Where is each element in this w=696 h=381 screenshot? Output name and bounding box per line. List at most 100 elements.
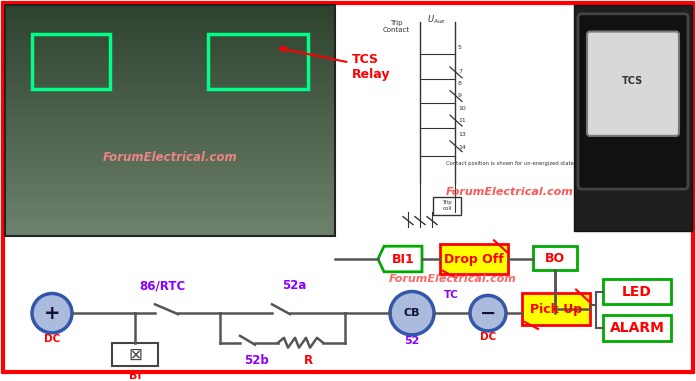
Bar (5, 24, 335, 28)
Bar (5, 56, 335, 61)
Bar (533, 246, 577, 270)
Text: 86/RTC: 86/RTC (139, 279, 185, 292)
Bar (5, 28, 335, 33)
Bar (5, 144, 335, 149)
Text: 11: 11 (458, 118, 466, 123)
Bar (5, 130, 335, 134)
Text: 10: 10 (458, 106, 466, 111)
Text: +: + (44, 304, 61, 323)
Bar (5, 74, 335, 79)
Bar (5, 162, 335, 167)
Bar (5, 213, 335, 218)
Bar (112, 343, 158, 367)
Bar (5, 158, 335, 162)
Text: 8: 8 (458, 81, 462, 86)
Bar (5, 227, 335, 232)
Text: TCS
Relay: TCS Relay (280, 47, 390, 81)
Text: BI1: BI1 (392, 253, 414, 266)
Circle shape (470, 295, 506, 331)
Bar (5, 79, 335, 84)
Bar (5, 153, 335, 158)
Bar (5, 5, 335, 10)
Text: 5: 5 (458, 45, 462, 50)
Bar (5, 176, 335, 181)
Text: TCS: TCS (622, 76, 644, 86)
Bar (5, 218, 335, 223)
Bar (5, 186, 335, 190)
Bar (5, 121, 335, 125)
Text: ForumElectrical.com: ForumElectrical.com (446, 187, 574, 197)
Text: Trip
coil: Trip coil (442, 200, 452, 211)
Text: Contact position is shown for un-energized state: Contact position is shown for un-energiz… (446, 162, 574, 166)
Text: ForumElectrical.com: ForumElectrical.com (102, 151, 237, 164)
Bar (5, 171, 335, 176)
Text: 52b: 52b (244, 354, 269, 367)
Bar (5, 19, 335, 24)
Bar (5, 134, 335, 139)
Text: LED: LED (622, 285, 652, 299)
Bar (5, 93, 335, 98)
Bar (5, 204, 335, 209)
Bar (5, 223, 335, 227)
Text: TC: TC (443, 290, 459, 301)
Text: BI: BI (129, 371, 141, 381)
Text: ALARM: ALARM (610, 321, 665, 335)
Bar (574, 5, 692, 231)
Bar (603, 315, 671, 341)
Bar (5, 51, 335, 56)
Text: ⊠: ⊠ (128, 346, 142, 363)
Bar (5, 111, 335, 116)
Bar (5, 5, 335, 236)
Text: 13: 13 (458, 133, 466, 138)
Bar (5, 107, 335, 112)
Bar (5, 70, 335, 74)
Text: Drop Off: Drop Off (444, 253, 504, 266)
Circle shape (390, 291, 434, 335)
Bar (5, 46, 335, 51)
Bar (5, 102, 335, 107)
Text: R: R (303, 354, 313, 367)
Bar (440, 244, 508, 274)
Bar (5, 98, 335, 102)
FancyBboxPatch shape (587, 32, 679, 136)
Bar (5, 88, 335, 93)
Bar (5, 42, 335, 47)
Text: 7: 7 (458, 69, 462, 74)
Bar (5, 190, 335, 195)
Bar (5, 37, 335, 42)
Text: −: − (480, 304, 496, 323)
Text: 14: 14 (458, 145, 466, 150)
Bar (5, 167, 335, 172)
Bar (5, 14, 335, 19)
Bar (5, 125, 335, 130)
Bar (5, 181, 335, 186)
Bar (5, 232, 335, 237)
Bar (522, 293, 590, 325)
Text: DC: DC (44, 334, 60, 344)
Bar (603, 279, 671, 304)
Bar (5, 116, 335, 121)
Bar (208, 34, 308, 89)
Bar (32, 34, 110, 89)
Text: 52a: 52a (282, 279, 306, 292)
Text: 52: 52 (404, 336, 420, 346)
Bar (5, 208, 335, 213)
Bar (5, 10, 335, 14)
Bar (5, 65, 335, 70)
Bar (5, 61, 335, 65)
Text: Pick Up: Pick Up (530, 303, 582, 316)
Bar (5, 199, 335, 204)
Bar (5, 33, 335, 37)
Bar (5, 83, 335, 88)
Bar (433, 197, 461, 215)
FancyBboxPatch shape (578, 14, 688, 189)
Text: DC: DC (480, 332, 496, 342)
Circle shape (32, 293, 72, 333)
Bar (5, 195, 335, 199)
Bar (5, 139, 335, 144)
Text: 9: 9 (458, 93, 462, 98)
Text: ForumElectrical.com: ForumElectrical.com (389, 274, 517, 284)
Text: Trip
Contact: Trip Contact (382, 20, 409, 33)
Bar (5, 149, 335, 153)
Text: $U_{Aux}$: $U_{Aux}$ (427, 14, 447, 26)
